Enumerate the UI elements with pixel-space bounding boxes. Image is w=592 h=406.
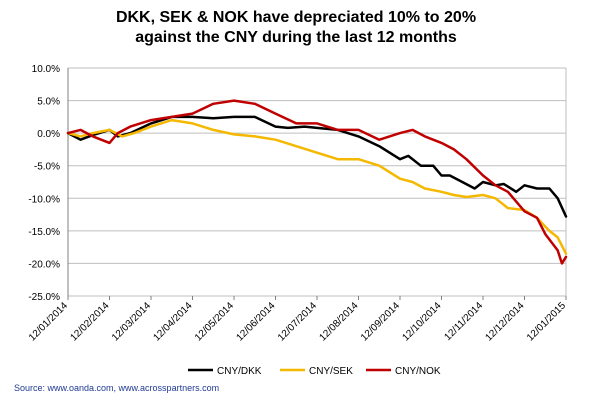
x-tick-label: 12/05/2014	[193, 300, 236, 343]
x-tick-label: 12/09/2014	[359, 300, 402, 343]
chart-title-line-2: against the CNY during the last 12 month…	[135, 29, 457, 46]
y-tick-label: 10.0%	[32, 64, 60, 75]
x-tick-label: 12/03/2014	[110, 300, 153, 343]
series-line-cny-sek	[66, 118, 568, 255]
x-tick-label: 12/10/2014	[400, 300, 443, 343]
x-tick-label: 12/06/2014	[234, 300, 277, 343]
y-tick-label: -25.0%	[28, 292, 60, 303]
legend-label: CNY/DKK	[217, 366, 262, 377]
x-tick-label: 12/08/2014	[317, 300, 360, 343]
series-line-cny-nok	[66, 99, 568, 265]
x-tick-label: 12/11/2014	[442, 300, 485, 343]
y-tick-label: 5.0%	[37, 97, 60, 108]
y-tick-label: -10.0%	[28, 194, 60, 205]
x-tick-label: 12/01/2014	[27, 300, 70, 343]
x-tick-label: 12/02/2014	[68, 300, 111, 343]
y-tick-label: -20.0%	[28, 259, 60, 270]
chart-title: DKK, SEK & NOK have depreciated 10% to 2…	[0, 8, 592, 48]
source-note: Source: www.oanda.com, www.acrosspartner…	[14, 383, 220, 393]
legend-label: CNY/SEK	[309, 366, 353, 377]
x-tick-label: 12/12/2014	[483, 300, 526, 343]
y-tick-label: -15.0%	[28, 227, 60, 238]
chart-title-line-1: DKK, SEK & NOK have depreciated 10% to 2…	[115, 9, 477, 26]
y-tick-label: 0.0%	[37, 129, 60, 140]
series-line-cny-dkk	[66, 115, 568, 218]
legend-label: CNY/NOK	[395, 366, 441, 377]
y-tick-label: -5.0%	[34, 162, 60, 173]
x-tick-label: 12/04/2014	[151, 300, 194, 343]
x-tick-label: 12/01/2015	[525, 300, 568, 343]
x-tick-label: 12/07/2014	[276, 300, 319, 343]
